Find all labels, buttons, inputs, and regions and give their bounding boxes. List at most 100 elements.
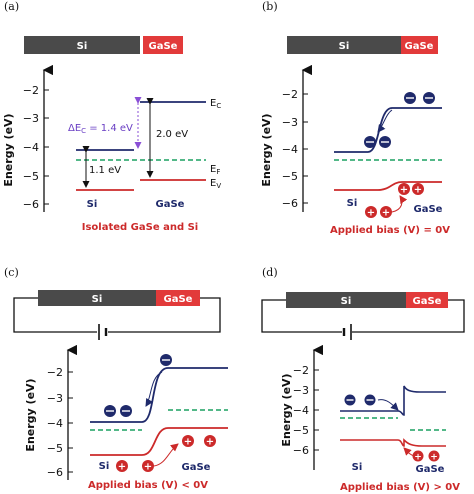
panel-d-label: (d) xyxy=(262,266,278,279)
panel-c: (c) Si GaSe Energy (eV) −2 −3 −4 −5 −6 xyxy=(4,266,228,491)
panel-a-delta-ec-symbol: ΔE xyxy=(68,123,81,134)
panel-c-circuit-wire xyxy=(13,297,97,333)
panel-a-si-bar xyxy=(24,36,140,54)
hole-sign: + xyxy=(414,453,422,463)
hole-icon xyxy=(116,460,128,472)
panel-d-conduction-band xyxy=(340,385,446,416)
panel-b-y-axis-label: Energy (eV) xyxy=(260,113,273,186)
panel-a-si-label: Si xyxy=(87,199,98,210)
panel-d-si-bar-label: Si xyxy=(341,296,352,307)
panel-c-tick-label: −2 xyxy=(47,366,63,379)
panel-a-si-gap-value: 1.1 eV xyxy=(89,165,121,176)
panel-a-tick-label: −6 xyxy=(23,198,39,211)
panel-c-electrons xyxy=(104,354,172,417)
panel-b-si-label: Si xyxy=(347,198,358,209)
hole-sign: + xyxy=(367,208,375,219)
panel-d-gase-bar-label: GaSe xyxy=(413,296,442,307)
hole-icon xyxy=(182,435,194,447)
panel-c-label: (c) xyxy=(4,266,19,279)
panel-d-caption: Applied bias (V) > 0V xyxy=(340,482,460,493)
panel-b-tick-label: −4 xyxy=(282,143,298,156)
panel-c-tick-label: −3 xyxy=(47,392,63,405)
electron-sign xyxy=(346,399,354,401)
hole-sign: + xyxy=(382,208,390,219)
panel-c-y-axis-label: Energy (eV) xyxy=(24,378,37,451)
electron-sign xyxy=(106,410,114,412)
panel-a-tick-label: −2 xyxy=(23,84,39,97)
panel-d-circuit-wire xyxy=(261,299,342,333)
panel-a-tick-label: −5 xyxy=(23,170,39,183)
panel-a-caption: Isolated GaSe and Si xyxy=(82,222,198,233)
hole-sign: + xyxy=(144,462,152,473)
panel-b-electron-path xyxy=(377,109,393,133)
panel-c-gase-label: GaSe xyxy=(182,462,211,473)
panel-c-gase-bar-label: GaSe xyxy=(164,294,193,305)
panel-b: (b) Si GaSe Energy (eV) −2 −3 −4 −5 −6 xyxy=(260,0,450,236)
panel-a-si-bar-label: Si xyxy=(77,41,88,52)
panel-b-tick-label: −2 xyxy=(282,88,298,101)
panel-c-conduction-band xyxy=(90,367,228,423)
electron-sign xyxy=(162,359,170,361)
panel-b-hole-path xyxy=(391,195,408,213)
hole-icon xyxy=(142,460,154,472)
panel-b-tick-label: −6 xyxy=(282,197,298,210)
panel-c-si-bar xyxy=(38,290,156,306)
panel-d-si-label: Si xyxy=(352,462,363,473)
panel-a-label: (a) xyxy=(4,0,19,13)
panel-b-holes: + + + + xyxy=(365,183,424,219)
panel-a-gase-label: GaSe xyxy=(156,199,185,210)
panel-b-electrons xyxy=(364,92,435,148)
hole-icon xyxy=(412,450,424,462)
electron-sign xyxy=(406,97,414,99)
panel-c-circuit-wire xyxy=(108,297,221,333)
panel-b-gase-label: GaSe xyxy=(414,204,443,215)
panel-b-caption: Applied bias (V) = 0V xyxy=(330,225,450,236)
hole-icon xyxy=(428,450,440,462)
panel-c-tick-label: −4 xyxy=(47,417,63,430)
panel-b-gase-bar-label: GaSe xyxy=(405,41,434,52)
electron-sign xyxy=(425,97,433,99)
electron-sign xyxy=(366,141,374,143)
panel-c-tick-label: −6 xyxy=(47,466,63,479)
panel-a-ef-label: EF xyxy=(210,164,220,176)
panel-d: (d) Si GaSe Energy (eV) −2 −3 −4 −5 −6 xyxy=(261,266,465,493)
panel-b-valence-band xyxy=(334,181,442,191)
panel-a-gase-bar-label: GaSe xyxy=(149,41,178,52)
panel-a-delta-ec-sub: C xyxy=(81,127,86,135)
hole-sign: + xyxy=(430,453,438,463)
panel-a-tick-label: −4 xyxy=(23,141,39,154)
panel-a-delta-ec-label: ΔEC = 1.4 eV xyxy=(68,123,133,135)
panel-d-gase-bar xyxy=(406,292,448,308)
panel-a-tick-label: −3 xyxy=(23,112,39,125)
panel-d-tick-label: −6 xyxy=(293,444,309,457)
hole-sign: + xyxy=(400,185,408,196)
electron-sign xyxy=(381,141,389,143)
panel-b-label: (b) xyxy=(262,0,278,13)
panel-d-si-bar xyxy=(286,292,406,308)
panel-c-si-label: Si xyxy=(99,461,110,472)
hole-sign: + xyxy=(184,437,192,448)
panel-a-ev-label: EV xyxy=(210,178,221,190)
panel-b-tick-label: −3 xyxy=(282,116,298,129)
panel-d-tick-label: −3 xyxy=(293,384,309,397)
hole-icon xyxy=(365,206,377,218)
panel-c-holes: + + + + xyxy=(116,435,216,473)
panel-c-tick-label: −5 xyxy=(47,442,63,455)
panel-a: (a) Si GaSe Energy (eV) −2 −3 −4 −5 −6 1… xyxy=(2,0,221,233)
hole-icon xyxy=(204,435,216,447)
panel-a-gase-bar xyxy=(143,36,183,54)
hole-sign: + xyxy=(206,437,214,448)
hole-sign: + xyxy=(118,462,126,473)
electron-sign xyxy=(366,399,374,401)
panel-c-hole-path xyxy=(153,443,179,467)
panel-c-electron-path xyxy=(145,371,163,407)
panel-d-gase-label: GaSe xyxy=(416,464,445,475)
hole-icon xyxy=(380,206,392,218)
panel-a-delta-ec-value: = 1.4 eV xyxy=(86,123,133,134)
panel-a-y-axis-label: Energy (eV) xyxy=(2,113,15,186)
panel-d-electron-path xyxy=(377,399,399,411)
panel-d-electrons xyxy=(344,394,376,406)
panel-d-holes: + + xyxy=(412,450,440,463)
panel-d-tick-label: −4 xyxy=(293,404,309,417)
